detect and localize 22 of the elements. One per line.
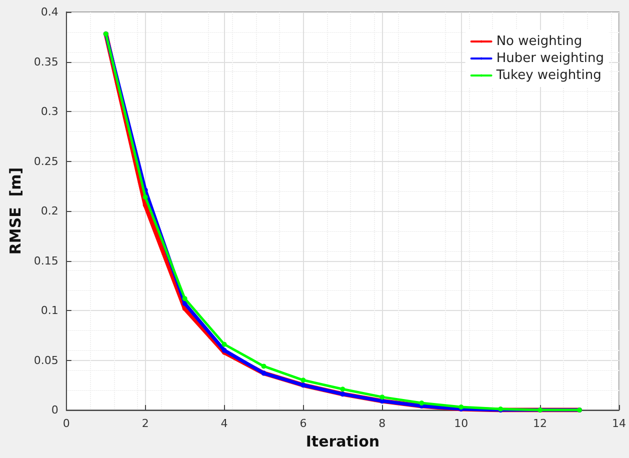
y-tick-label: 0.4: [40, 6, 58, 18]
y-tick-label: 0.35: [34, 55, 58, 68]
legend-label: No weighting: [496, 34, 582, 49]
x-tick-label: 6: [300, 417, 307, 430]
y-axis-title: RMSE [m]: [6, 167, 24, 255]
legend-label: Tukey weighting: [495, 68, 602, 83]
x-tick-label: 14: [612, 417, 626, 430]
y-tick-label: 0.2: [40, 204, 58, 218]
y-tick-label: 0.25: [34, 154, 58, 168]
x-tick-label: 12: [533, 417, 548, 430]
y-tick-label: 0.3: [40, 105, 58, 118]
legend-label: Huber weighting: [496, 51, 604, 66]
x-tick-label: 8: [378, 417, 386, 430]
x-axis-title: Iteration: [306, 432, 380, 450]
y-tick-label: 0: [51, 404, 58, 416]
x-tick-label: 0: [62, 417, 70, 430]
y-tick-label: 0.1: [40, 304, 58, 317]
x-tick-label: 2: [142, 417, 149, 430]
y-tick-label: 0.15: [34, 254, 58, 268]
x-tick-label: 4: [220, 417, 228, 430]
x-tick-label: 10: [454, 417, 468, 430]
y-tick-label: 0.05: [34, 354, 58, 367]
